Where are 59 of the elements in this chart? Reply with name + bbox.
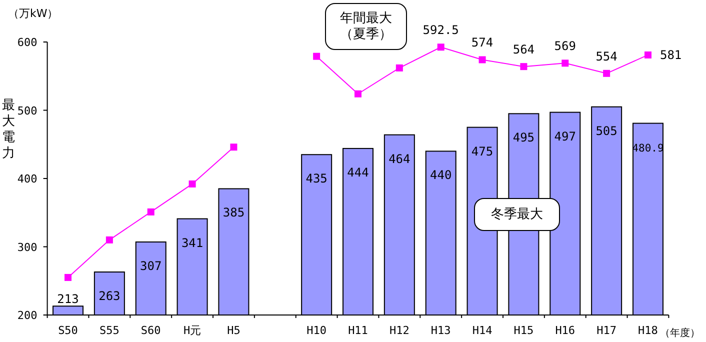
y-tick-label: 300 — [17, 240, 38, 254]
data-label: 307 — [140, 258, 162, 273]
x-tick-label: H14 — [472, 324, 493, 337]
data-label: 385 — [222, 206, 245, 220]
x-tick-label: S55 — [100, 324, 120, 337]
x-tick-label: S60 — [140, 324, 161, 337]
point — [354, 90, 362, 98]
x-tick-label: H17 — [596, 324, 616, 337]
x-tick-label: H18 — [638, 324, 658, 337]
data-label: 554 — [596, 49, 618, 64]
point — [603, 70, 610, 77]
data-label: 435 — [306, 172, 328, 186]
y-tick-label: 600 — [17, 36, 38, 49]
point — [147, 208, 154, 216]
x-tick-label: H11 — [348, 324, 368, 337]
data-label: 475 — [471, 144, 494, 158]
point — [106, 236, 113, 244]
data-label: 592.5 — [422, 23, 459, 38]
y-axis-title: 最大電力 — [2, 98, 16, 162]
point — [644, 51, 652, 58]
x-tick-label: H12 — [389, 324, 410, 337]
data-label: 213 — [57, 292, 79, 306]
data-label: 440 — [430, 168, 452, 182]
point — [230, 144, 238, 151]
x-tick-label: H10 — [306, 324, 327, 337]
x-tick-label: S50 — [58, 324, 78, 337]
point — [520, 63, 528, 70]
text: （万kW） — [8, 6, 58, 21]
x-tick-label: H13 — [430, 324, 451, 337]
point — [562, 60, 569, 67]
data-label: 341 — [181, 236, 204, 250]
point — [437, 44, 444, 51]
data-label: 495 — [512, 130, 535, 145]
point — [396, 64, 403, 72]
y-tick-label: 200 — [17, 309, 38, 322]
series-label: 冬季最大 — [474, 198, 560, 231]
x-tick-label: H16 — [555, 324, 576, 337]
y-tick-label: 400 — [17, 172, 38, 186]
point — [64, 274, 72, 281]
series-label: 冬季最大 — [491, 206, 543, 222]
data-label: 263 — [98, 289, 120, 304]
data-label: 505 — [596, 124, 618, 138]
data-label: 444 — [347, 165, 369, 180]
point — [478, 56, 486, 64]
data-label: 581 — [660, 48, 682, 62]
series-label: 年間最大（夏季） — [325, 3, 407, 50]
x-axis-title: （年度） — [660, 326, 700, 340]
x-tick-label: H元 — [183, 324, 202, 337]
point — [313, 52, 320, 60]
x-tick-label: H15 — [514, 324, 534, 337]
data-label: 569 — [554, 39, 576, 54]
data-label: 464 — [388, 152, 410, 166]
x-tick-label: H5 — [227, 324, 240, 337]
point — [188, 180, 196, 188]
data-label: 497 — [554, 129, 576, 144]
series-label: 年間最大（夏季） — [339, 10, 393, 42]
y-tick-label: 500 — [17, 104, 38, 118]
data-label: 574 — [471, 36, 494, 50]
data-label: 564 — [512, 42, 535, 57]
